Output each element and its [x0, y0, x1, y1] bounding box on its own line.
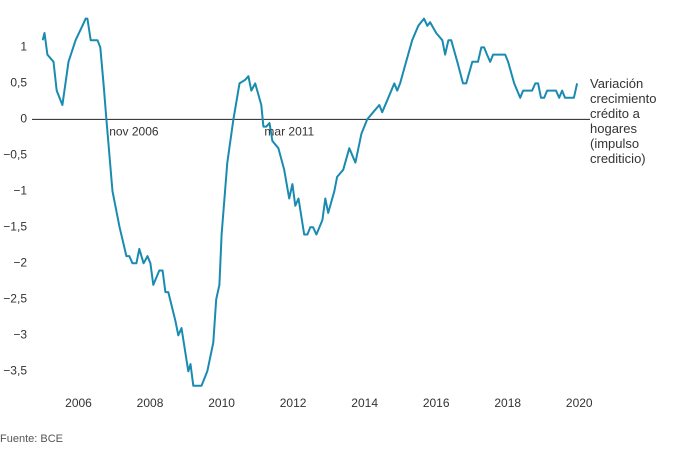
- y-tick-label: −2: [13, 255, 27, 269]
- x-tick-label: 2020: [566, 396, 593, 410]
- y-tick-label: −1,5: [3, 220, 27, 234]
- y-tick-label: 0: [20, 112, 27, 126]
- y-tick-label: 0,5: [10, 76, 27, 90]
- series-label: Variación crecimiento crédito a hogares …: [590, 76, 657, 166]
- data-line: [41, 17, 579, 387]
- x-tick-label: 2016: [423, 396, 450, 410]
- x-tick-label: 2018: [494, 396, 521, 410]
- y-tick-label: −3: [13, 327, 27, 341]
- x-tick-label: 2010: [208, 396, 235, 410]
- y-tick-label: −1: [13, 184, 27, 198]
- x-tick-label: 2014: [351, 396, 378, 410]
- y-tick-label: −2,5: [3, 291, 27, 305]
- y-tick-label: 1: [20, 40, 27, 54]
- source: Fuente: BCE: [0, 433, 63, 445]
- annotation: nov 2006: [109, 125, 159, 139]
- x-tick-label: 2012: [280, 396, 307, 410]
- y-tick-label: −0,5: [3, 148, 27, 162]
- x-tick-label: 2008: [137, 396, 164, 410]
- y-tick-label: −3,5: [3, 363, 27, 377]
- x-tick-label: 2006: [65, 396, 92, 410]
- annotation: mar 2011: [264, 125, 314, 139]
